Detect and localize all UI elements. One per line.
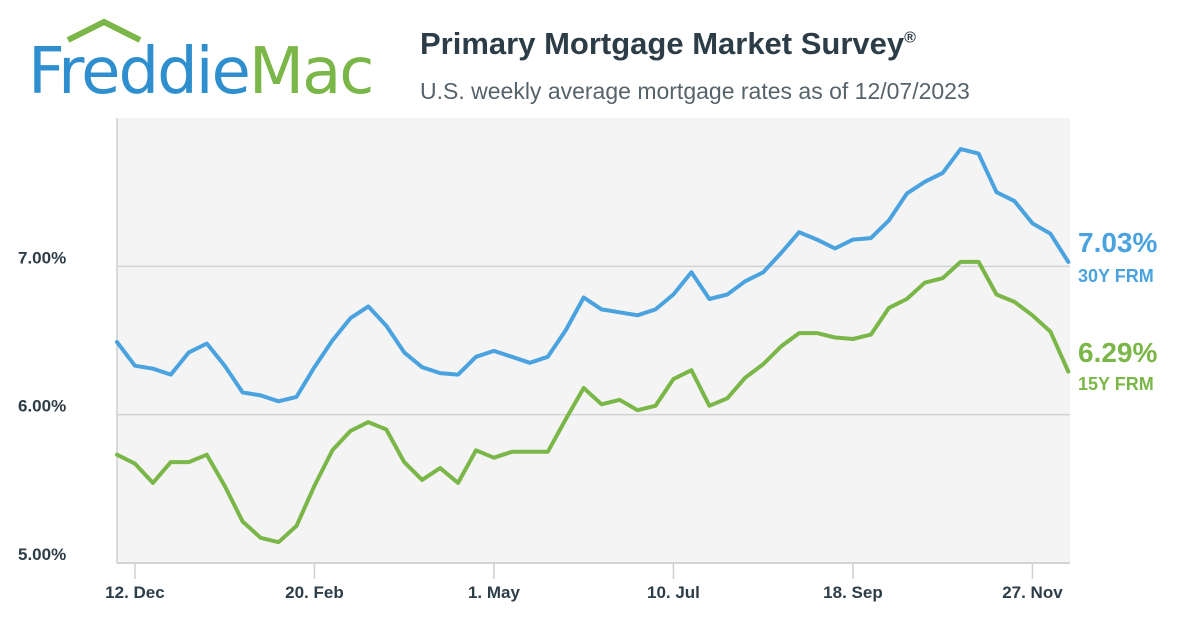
logo-word-mac: Mac [248, 35, 375, 109]
x-tick-label: 27. Nov [1002, 583, 1063, 602]
x-tick-label: 10. Jul [647, 583, 700, 602]
chart-title: Primary Mortgage Market Survey® [420, 26, 916, 62]
chart-title-text: Primary Mortgage Market Survey [420, 26, 905, 61]
y-tick-label: 5.00% [18, 545, 66, 564]
series-lines [115, 147, 1071, 545]
end-value-label: 7.03% [1078, 227, 1157, 258]
end-labels: 7.03% 30Y FRM 6.29% 15Y FRM [1078, 227, 1157, 394]
registered-mark: ® [904, 29, 916, 47]
freddie-mac-logo: FreddieMac [28, 18, 383, 109]
x-tick-label: 18. Sep [823, 583, 883, 602]
x-tick-label: 1. May [468, 583, 521, 602]
x-tick-label: 20. Feb [285, 583, 344, 602]
plot-area [117, 118, 1070, 563]
end-value-label: 6.29% [1078, 337, 1157, 368]
series-line-30y-frm [115, 147, 1071, 404]
x-tick-label: 12. Dec [105, 583, 165, 602]
logo-word-freddie: Freddie [28, 35, 251, 109]
chart-subtitle: U.S. weekly average mortgage rates as of… [420, 78, 970, 104]
house-roof-icon [66, 18, 142, 43]
y-tick-label: 6.00% [18, 397, 66, 416]
series-line-15y-frm [115, 259, 1071, 545]
series-name-label: 30Y FRM [1078, 266, 1154, 286]
logo-wordmark: FreddieMac [28, 32, 375, 112]
series-name-label: 15Y FRM [1078, 374, 1154, 394]
y-tick-label: 7.00% [18, 248, 66, 267]
